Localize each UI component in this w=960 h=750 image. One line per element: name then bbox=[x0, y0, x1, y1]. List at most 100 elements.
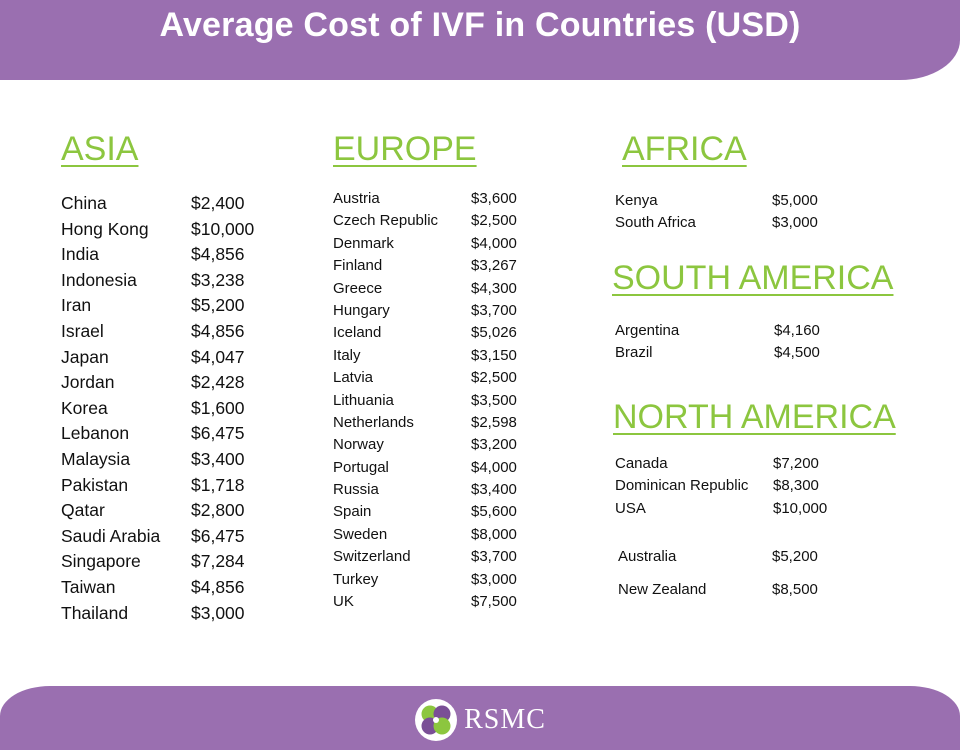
list-item: Iceland $5,026 bbox=[333, 324, 553, 346]
country-name: UK bbox=[333, 593, 354, 611]
list-item: Taiwan $4,856 bbox=[61, 577, 291, 603]
country-name: Saudi Arabia bbox=[61, 525, 161, 546]
page-title: Average Cost of IVF in Countries (USD) bbox=[159, 6, 801, 45]
country-name: Japan bbox=[61, 346, 109, 367]
cost-list-asia: China $2,400 Hong Kong $10,000 India $4,856 In… bbox=[61, 193, 291, 628]
ivf-cost: $4,856 bbox=[191, 576, 245, 597]
country-name: Korea bbox=[61, 397, 108, 418]
country-name: Iran bbox=[61, 295, 92, 316]
country-name: Portugal bbox=[333, 458, 389, 476]
ivf-cost: $2,800 bbox=[191, 500, 245, 521]
country-name: India bbox=[61, 244, 99, 265]
country-name: Qatar bbox=[61, 500, 105, 521]
list-item: Sweden $8,000 bbox=[333, 526, 553, 548]
country-name: Italy bbox=[333, 346, 361, 364]
list-item: Latvia $2,500 bbox=[333, 369, 553, 391]
country-name: Lebanon bbox=[61, 423, 130, 444]
list-item: Jordan $2,428 bbox=[61, 372, 291, 398]
country-name: Greece bbox=[333, 279, 383, 297]
country-name: Turkey bbox=[333, 570, 379, 588]
ivf-cost: $2,500 bbox=[471, 369, 517, 387]
list-item: Czech Republic $2,500 bbox=[333, 212, 553, 234]
list-item: Turkey $3,000 bbox=[333, 571, 553, 593]
list-item: Austria $3,600 bbox=[333, 190, 553, 212]
list-item: Denmark $4,000 bbox=[333, 235, 553, 257]
list-item: Iran $5,200 bbox=[61, 295, 291, 321]
ivf-cost: $7,500 bbox=[471, 593, 517, 611]
ivf-cost: $3,600 bbox=[471, 190, 517, 207]
ivf-cost: $1,718 bbox=[191, 474, 245, 495]
list-item: Australia $5,200 bbox=[618, 548, 848, 581]
country-name: Hungary bbox=[333, 301, 390, 319]
country-name: Denmark bbox=[333, 234, 394, 252]
country-name: Kenya bbox=[615, 192, 658, 209]
ivf-cost: $8,500 bbox=[772, 581, 818, 598]
ivf-cost: $4,300 bbox=[471, 279, 517, 297]
ivf-cost: $4,000 bbox=[471, 458, 517, 476]
ivf-cost: $3,150 bbox=[471, 346, 517, 364]
country-name: Sweden bbox=[333, 525, 388, 543]
header-banner: Average Cost of IVF in Countries (USD) bbox=[0, 0, 960, 80]
ivf-cost: $3,700 bbox=[471, 548, 517, 566]
clover-logo-icon bbox=[415, 699, 458, 741]
ivf-cost: $3,000 bbox=[471, 570, 517, 588]
list-item: Dominican Republic $8,300 bbox=[615, 477, 855, 499]
ivf-cost: $2,400 bbox=[191, 193, 245, 213]
country-name: Dominican Republic bbox=[615, 477, 749, 495]
ivf-cost: $6,475 bbox=[191, 423, 245, 444]
list-item: Indonesia $3,238 bbox=[61, 270, 291, 296]
ivf-cost: $5,000 bbox=[772, 192, 818, 209]
country-name: Indonesia bbox=[61, 269, 137, 290]
country-name: Lithuania bbox=[333, 391, 394, 409]
ivf-cost: $8,300 bbox=[773, 477, 819, 495]
ivf-cost: $4,856 bbox=[191, 244, 245, 265]
list-item: Saudi Arabia $6,475 bbox=[61, 526, 291, 552]
footer-banner: RSMC bbox=[0, 686, 960, 750]
list-item: Qatar $2,800 bbox=[61, 500, 291, 526]
list-item: Kenya $5,000 bbox=[615, 192, 845, 214]
region-title-asia: ASIA bbox=[61, 130, 139, 168]
ivf-cost: $1,600 bbox=[191, 397, 245, 418]
country-name: Brazil bbox=[615, 344, 653, 362]
list-item: Pakistan $1,718 bbox=[61, 475, 291, 501]
country-name: Russia bbox=[333, 481, 379, 499]
ivf-cost: $5,600 bbox=[471, 503, 517, 521]
list-item: Finland $3,267 bbox=[333, 257, 553, 279]
ivf-cost: $3,400 bbox=[191, 448, 245, 469]
country-name: New Zealand bbox=[618, 581, 707, 598]
country-name: Austria bbox=[333, 190, 380, 207]
ivf-cost: $5,200 bbox=[772, 548, 818, 565]
country-name: Latvia bbox=[333, 369, 374, 387]
list-item: Singapore $7,284 bbox=[61, 551, 291, 577]
ivf-cost: $10,000 bbox=[191, 218, 255, 239]
list-item: Hungary $3,700 bbox=[333, 302, 553, 324]
cost-list-africa: Kenya $5,000 South Africa $3,000 bbox=[615, 192, 845, 237]
ivf-cost: $2,598 bbox=[471, 413, 517, 431]
cost-list-south-america: Argentina $4,160 Brazil $4,500 bbox=[615, 322, 845, 367]
brand-name: RSMC bbox=[464, 704, 546, 735]
cost-list-europe: Austria $3,600 Czech Republic $2,500 Denmark… bbox=[333, 190, 553, 615]
list-item: China $2,400 bbox=[61, 193, 291, 219]
ivf-cost: $4,160 bbox=[774, 322, 820, 339]
country-name: Netherlands bbox=[333, 413, 414, 431]
country-name: Argentina bbox=[615, 322, 680, 339]
list-item: Lithuania $3,500 bbox=[333, 392, 553, 414]
ivf-cost: $3,400 bbox=[471, 481, 517, 499]
list-item: Brazil $4,500 bbox=[615, 344, 845, 366]
rsmc-logo: RSMC bbox=[414, 698, 546, 742]
list-item: Israel $4,856 bbox=[61, 321, 291, 347]
country-name: Spain bbox=[333, 503, 372, 521]
list-item: Portugal $4,000 bbox=[333, 459, 553, 481]
country-name: Israel bbox=[61, 320, 104, 341]
list-item: Thailand $3,000 bbox=[61, 603, 291, 629]
country-name: Singapore bbox=[61, 551, 141, 572]
ivf-cost: $3,500 bbox=[471, 391, 517, 409]
ivf-cost: $3,200 bbox=[471, 436, 517, 454]
list-item: New Zealand $8,500 bbox=[618, 581, 848, 614]
country-name: Taiwan bbox=[61, 576, 116, 597]
country-name: South Africa bbox=[615, 214, 696, 232]
list-item: India $4,856 bbox=[61, 244, 291, 270]
country-name: Pakistan bbox=[61, 474, 129, 495]
ivf-cost: $5,200 bbox=[191, 295, 245, 316]
country-name: China bbox=[61, 193, 107, 213]
